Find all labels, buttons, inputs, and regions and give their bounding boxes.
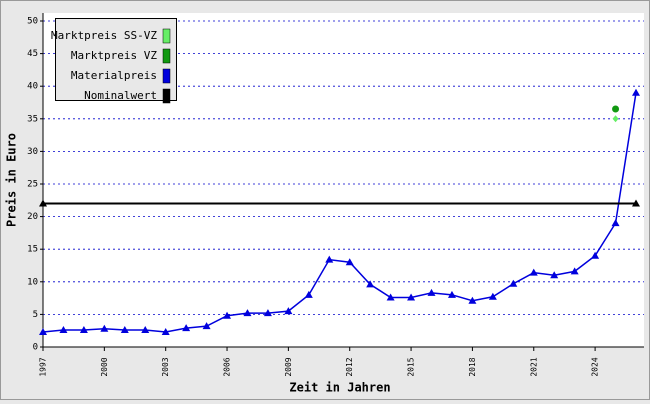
marker xyxy=(120,326,129,334)
x-tick-label: 2009 xyxy=(284,357,293,376)
x-tick-label: 2000 xyxy=(100,357,109,376)
x-axis-title: Zeit in Jahren xyxy=(289,381,390,395)
marker xyxy=(570,267,579,275)
marker xyxy=(263,309,272,317)
y-tick-label: 50 xyxy=(27,17,38,27)
marker xyxy=(345,258,354,266)
y-tick-label: 30 xyxy=(27,147,38,157)
legend-swatch xyxy=(162,28,171,44)
legend-label: Nominalwert xyxy=(84,89,157,102)
x-tick-label: 2012 xyxy=(345,357,354,376)
x-tick-label: 2006 xyxy=(223,357,232,376)
x-tick-label: 2021 xyxy=(529,357,538,376)
marker xyxy=(386,293,395,301)
marker xyxy=(488,292,497,300)
y-tick-label: 10 xyxy=(27,277,38,287)
marker xyxy=(366,280,375,288)
marker xyxy=(632,199,640,207)
marker xyxy=(325,255,334,263)
marker xyxy=(202,322,211,330)
marker xyxy=(182,324,191,332)
x-tick-label: 2024 xyxy=(591,357,600,376)
x-tick-label: 2015 xyxy=(407,357,416,376)
marker xyxy=(243,309,252,317)
legend-label: Marktpreis SS-VZ xyxy=(51,29,157,42)
legend: Marktpreis SS-VZ Marktpreis VZ Materialpre… xyxy=(51,18,177,104)
legend-label: Materialpreis xyxy=(71,69,157,82)
series-line xyxy=(42,92,637,333)
marker xyxy=(59,326,68,334)
x-tick-label: 2003 xyxy=(161,357,170,376)
y-tick-label: 40 xyxy=(27,82,38,92)
marker xyxy=(407,293,416,301)
marker xyxy=(611,219,620,227)
x-tick-label: 2018 xyxy=(468,357,477,376)
y-tick-label: 25 xyxy=(27,180,38,190)
marker xyxy=(284,307,293,315)
legend-swatch xyxy=(162,68,171,84)
marker xyxy=(79,326,88,334)
y-tick-label: 45 xyxy=(27,49,38,59)
marker xyxy=(223,311,232,319)
legend-swatch xyxy=(162,48,171,64)
y-tick-label: 0 xyxy=(33,343,38,353)
legend-box xyxy=(55,18,177,101)
marker xyxy=(447,290,456,298)
marker xyxy=(529,268,538,276)
marker xyxy=(100,324,109,332)
y-tick-label: 15 xyxy=(27,245,38,255)
marker xyxy=(550,271,559,279)
marker xyxy=(591,251,600,259)
marker xyxy=(161,328,170,336)
y-tick-label: 5 xyxy=(33,310,38,320)
legend-swatch xyxy=(162,88,171,104)
y-axis-title: Preis in Euro xyxy=(5,133,19,227)
marker xyxy=(468,296,477,304)
marker xyxy=(509,279,518,287)
x-tick-label: 1997 xyxy=(39,357,48,376)
marker xyxy=(304,290,313,298)
marker xyxy=(632,88,640,96)
y-tick-label: 35 xyxy=(27,114,38,124)
marker xyxy=(612,105,620,113)
y-tick-label: 20 xyxy=(27,212,38,222)
marker xyxy=(427,288,436,296)
marker xyxy=(141,326,150,334)
marker xyxy=(39,199,47,207)
marker xyxy=(39,328,47,336)
marker xyxy=(612,115,619,123)
legend-label: Marktpreis VZ xyxy=(71,49,157,62)
